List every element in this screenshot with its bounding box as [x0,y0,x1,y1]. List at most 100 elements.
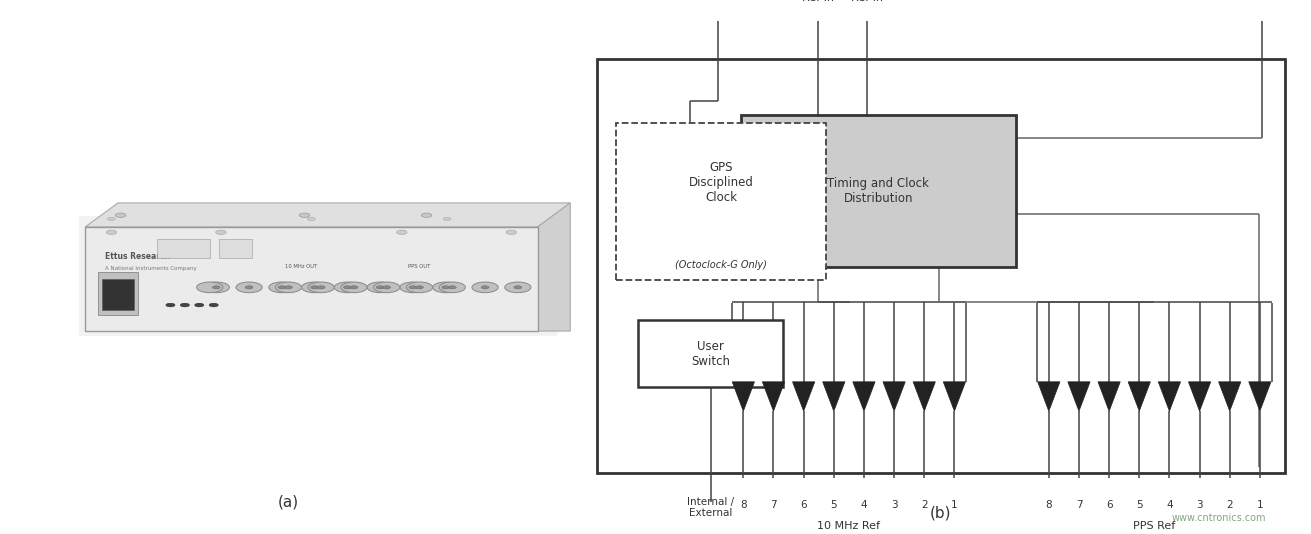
Polygon shape [1189,382,1211,411]
Polygon shape [1129,382,1151,411]
Circle shape [203,282,229,293]
Text: PPS Ref: PPS Ref [1133,521,1176,531]
Polygon shape [853,382,876,411]
Text: User
Switch: User Switch [691,340,730,368]
Text: 6: 6 [1105,500,1113,509]
Text: Power: Power [1245,0,1280,2]
Circle shape [269,282,295,293]
Circle shape [506,230,517,234]
Text: 8: 8 [1045,500,1053,509]
Text: 3: 3 [890,500,898,509]
Text: (b): (b) [929,505,952,520]
Circle shape [275,282,302,293]
Bar [85,227,538,331]
Bar [79,216,557,336]
Circle shape [374,282,400,293]
Circle shape [514,286,522,289]
Text: GPS Ant: GPS Ant [696,0,741,2]
Text: 4: 4 [1165,500,1173,509]
Circle shape [439,282,465,293]
Bar [98,272,138,316]
Circle shape [433,282,459,293]
Circle shape [443,217,451,221]
Text: 7: 7 [770,500,777,509]
Text: 4: 4 [860,500,868,509]
Circle shape [409,286,417,289]
Text: www.cntronics.com: www.cntronics.com [1172,513,1266,523]
Circle shape [406,282,433,293]
Bar [741,115,1016,267]
Circle shape [383,286,391,289]
Text: 1: 1 [1256,500,1264,509]
Circle shape [367,282,393,293]
Polygon shape [912,382,935,411]
Text: Internal /
External: Internal / External [687,497,734,518]
Text: 10 MHz
Ref In: 10 MHz Ref In [846,0,888,3]
Circle shape [442,286,450,289]
Circle shape [212,286,220,289]
Bar [638,320,783,387]
Text: PPS OUT: PPS OUT [408,264,431,269]
Circle shape [215,230,227,234]
Circle shape [317,286,325,289]
Text: 8: 8 [739,500,747,509]
Circle shape [505,282,531,293]
Text: 1: 1 [950,500,958,509]
Circle shape [245,286,253,289]
Circle shape [400,282,426,293]
Circle shape [421,213,431,217]
Circle shape [278,286,286,289]
Circle shape [115,213,126,217]
Polygon shape [538,203,570,331]
Polygon shape [944,382,965,411]
Polygon shape [732,382,754,411]
Text: 2: 2 [920,500,928,509]
Circle shape [236,282,262,293]
Text: PPS
Ref In: PPS Ref In [802,0,834,3]
Text: 7: 7 [1075,500,1083,509]
Text: 2: 2 [1226,500,1234,509]
Circle shape [284,286,292,289]
Text: 5: 5 [1135,500,1143,509]
Circle shape [302,282,328,293]
Text: GPS
Disciplined
Clock: GPS Disciplined Clock [688,161,754,204]
Polygon shape [85,203,570,227]
Bar [157,239,210,258]
Text: 6: 6 [800,500,808,509]
Circle shape [376,286,384,289]
Polygon shape [1099,382,1120,411]
Circle shape [350,286,358,289]
Polygon shape [763,382,784,411]
Text: Timing and Clock
Distribution: Timing and Clock Distribution [827,177,929,205]
Polygon shape [1248,382,1272,411]
Circle shape [299,213,309,217]
Circle shape [396,230,408,234]
Circle shape [181,303,190,307]
Polygon shape [1068,382,1089,411]
Polygon shape [1219,382,1240,411]
Text: 10 MHz OUT: 10 MHz OUT [286,264,317,269]
Circle shape [472,282,498,293]
Circle shape [108,217,115,221]
Text: (a): (a) [278,494,299,509]
Text: (Octoclock-G Only): (Octoclock-G Only) [675,260,767,270]
Bar [597,59,1285,473]
Polygon shape [1159,382,1180,411]
Circle shape [194,303,205,307]
Circle shape [165,303,176,307]
Circle shape [448,286,456,289]
Circle shape [197,282,223,293]
Bar [616,123,826,280]
Bar [102,279,134,310]
Polygon shape [792,382,814,411]
Text: 5: 5 [830,500,838,509]
Text: 3: 3 [1196,500,1203,509]
Circle shape [416,286,423,289]
Polygon shape [1038,382,1061,411]
Text: Ettus Research: Ettus Research [105,252,170,261]
Circle shape [308,282,334,293]
Polygon shape [884,382,905,411]
Circle shape [311,286,319,289]
Circle shape [334,282,361,293]
Circle shape [481,286,489,289]
